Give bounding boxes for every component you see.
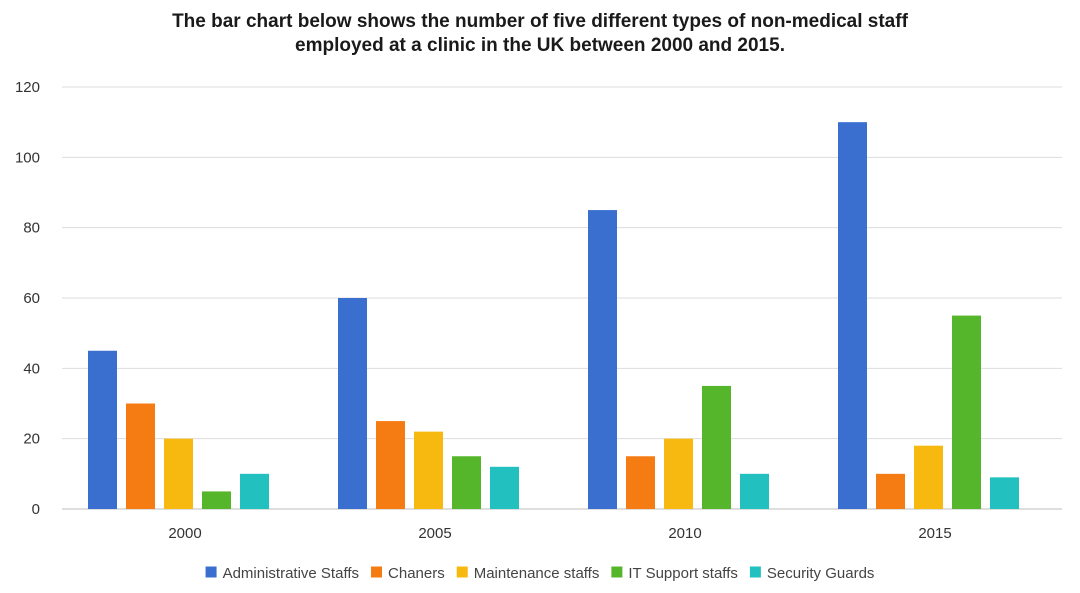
- bar-2015-it-support-staffs: [952, 315, 981, 509]
- bars: [88, 122, 1019, 510]
- bar-2010-security-guards: [740, 473, 769, 509]
- bar-2010-administrative-staffs: [588, 210, 617, 510]
- y-axis-tick-labels: 0 20 40 60 80 100 120: [15, 79, 40, 518]
- x-tick-label-2000: 2000: [168, 525, 201, 542]
- y-tick-label-100: 100: [15, 149, 40, 166]
- legend-item-chaners: Chaners: [371, 565, 445, 582]
- gridlines: [62, 86, 1062, 510]
- x-tick-label-2005: 2005: [418, 525, 451, 542]
- legend-swatch-chaners: [371, 566, 383, 578]
- bar-2000-it-support-staffs: [202, 491, 231, 509]
- bar-2010-it-support-staffs: [702, 385, 731, 509]
- y-tick-label-60: 60: [23, 290, 40, 307]
- y-tick-label-120: 120: [15, 79, 40, 96]
- legend-label-it-support-staffs: IT Support staffs: [628, 565, 738, 582]
- legend-swatch-it-support-staffs: [611, 566, 623, 578]
- bar-2000-security-guards: [240, 473, 269, 509]
- x-tick-label-2010: 2010: [668, 525, 701, 542]
- y-tick-label-20: 20: [23, 431, 40, 448]
- legend-item-it-support-staffs: IT Support staffs: [611, 565, 738, 582]
- legend-label-maintenance-staffs: Maintenance staffs: [474, 565, 600, 582]
- bar-2010-maintenance-staffs: [664, 438, 693, 509]
- bar-2000-chaners: [126, 403, 155, 509]
- legend-label-administrative-staffs: Administrative Staffs: [223, 565, 359, 582]
- legend-label-chaners: Chaners: [388, 565, 445, 582]
- bar-2010-chaners: [626, 456, 655, 509]
- legend-item-administrative-staffs: Administrative Staffs: [205, 565, 359, 582]
- legend-label-security-guards: Security Guards: [767, 565, 875, 582]
- bar-2015-chaners: [876, 473, 905, 509]
- bar-2005-administrative-staffs: [338, 298, 367, 509]
- legend-swatch-administrative-staffs: [205, 566, 217, 578]
- bar-2015-maintenance-staffs: [914, 445, 943, 509]
- bar-2015-administrative-staffs: [838, 122, 867, 510]
- x-tick-label-2015: 2015: [918, 525, 951, 542]
- y-tick-label-0: 0: [32, 501, 40, 518]
- bar-2005-it-support-staffs: [452, 456, 481, 509]
- legend-item-maintenance-staffs: Maintenance staffs: [456, 565, 600, 582]
- x-axis-tick-labels: 2000 2005 2010 2015: [168, 525, 951, 542]
- chart-title-line-2: employed at a clinic in the UK between 2…: [295, 35, 785, 56]
- y-tick-label-40: 40: [23, 360, 40, 377]
- legend-item-security-guards: Security Guards: [749, 565, 875, 582]
- bar-2005-chaners: [376, 421, 405, 509]
- bar-2015-security-guards: [990, 477, 1019, 509]
- legend-swatch-maintenance-staffs: [456, 566, 468, 578]
- bar-2000-maintenance-staffs: [164, 438, 193, 509]
- chart-title-line-1: The bar chart below shows the number of …: [172, 11, 908, 32]
- legend-swatch-security-guards: [749, 566, 761, 578]
- bar-2000-administrative-staffs: [88, 350, 117, 509]
- bar-2005-maintenance-staffs: [414, 431, 443, 509]
- bar-2005-security-guards: [490, 466, 519, 509]
- chart-title: The bar chart below shows the number of …: [0, 10, 1080, 58]
- legend: Administrative Staffs Chaners Maintenance …: [205, 565, 875, 582]
- y-tick-label-80: 80: [23, 220, 40, 237]
